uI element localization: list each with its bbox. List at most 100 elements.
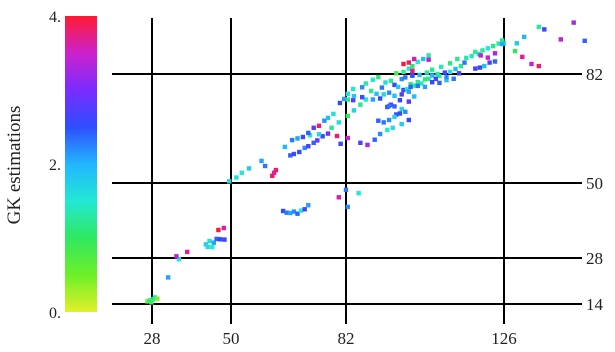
data-point — [386, 90, 392, 95]
data-point — [289, 137, 295, 143]
data-point — [512, 48, 518, 54]
data-point — [345, 204, 350, 210]
data-point — [205, 244, 210, 249]
x-tick-labels: 28 50 82 126 — [144, 329, 517, 348]
data-point — [239, 170, 244, 175]
data-point — [376, 74, 381, 80]
data-point — [412, 83, 417, 88]
data-point — [430, 73, 435, 78]
x-tick-label: 126 — [491, 329, 517, 348]
data-point — [390, 125, 395, 130]
data-point — [408, 84, 413, 90]
data-point — [397, 111, 403, 116]
data-point — [214, 236, 219, 242]
data-point — [421, 56, 426, 62]
data-point — [297, 149, 302, 155]
data-point — [291, 151, 297, 157]
data-point — [430, 67, 435, 72]
data-point — [437, 73, 442, 79]
data-point — [358, 140, 363, 145]
data-point — [372, 137, 377, 142]
data-point — [337, 100, 343, 106]
data-point — [345, 97, 350, 102]
data-point — [392, 82, 397, 88]
data-point — [334, 133, 340, 139]
data-point — [462, 60, 467, 65]
data-point — [404, 87, 410, 92]
data-point — [399, 121, 404, 127]
data-point — [536, 24, 541, 30]
data-point — [345, 135, 350, 141]
data-point — [403, 109, 408, 114]
data-point — [487, 60, 492, 65]
data-point — [222, 237, 227, 242]
data-point — [152, 295, 158, 300]
colorbar-tick-label: 0. — [49, 305, 61, 322]
data-point — [447, 69, 453, 75]
data-point — [453, 66, 458, 72]
data-point — [176, 257, 182, 262]
data-point — [320, 134, 325, 139]
data-point — [316, 132, 322, 137]
data-point — [430, 80, 435, 85]
data-point — [345, 91, 350, 96]
data-point — [500, 41, 505, 47]
x-tick-label: 50 — [223, 329, 240, 348]
data-point — [374, 91, 379, 96]
data-point — [203, 242, 209, 247]
colorbar-label: GK estimations — [4, 106, 25, 225]
data-point — [442, 70, 447, 75]
data-point — [295, 211, 300, 216]
data-point — [342, 96, 347, 102]
data-point — [394, 71, 399, 76]
y-tick-label: 28 — [586, 249, 603, 268]
data-point — [447, 61, 453, 66]
data-point — [358, 102, 363, 107]
data-point — [571, 20, 576, 25]
data-point — [288, 153, 293, 158]
data-point — [295, 136, 300, 141]
data-point — [284, 210, 289, 215]
data-point — [394, 112, 399, 117]
y-tick-label: 14 — [586, 295, 604, 314]
data-point — [351, 93, 357, 99]
data-point — [492, 59, 498, 64]
data-point — [464, 55, 469, 61]
data-point — [363, 81, 368, 86]
data-point — [410, 72, 415, 77]
data-point — [343, 187, 349, 192]
data-point — [485, 55, 490, 60]
data-point — [270, 173, 275, 178]
data-point — [291, 209, 297, 214]
data-point — [385, 127, 390, 133]
data-point — [403, 75, 408, 80]
data-point — [456, 71, 462, 76]
data-point — [480, 48, 485, 53]
data-point — [401, 61, 406, 67]
data-point — [473, 66, 478, 71]
data-point — [316, 123, 322, 128]
data-point — [491, 43, 496, 49]
data-point — [227, 179, 232, 184]
data-point — [311, 125, 316, 130]
data-point — [345, 113, 350, 119]
data-point — [410, 68, 415, 73]
data-point — [329, 125, 334, 130]
data-point — [331, 111, 336, 117]
data-point — [451, 76, 456, 81]
data-point — [401, 87, 406, 93]
data-point — [370, 77, 376, 82]
data-point — [473, 49, 478, 55]
data-point — [325, 115, 331, 121]
data-point — [458, 63, 464, 69]
data-point — [381, 120, 386, 125]
data-point — [401, 69, 406, 75]
data-point — [485, 46, 490, 51]
data-point — [383, 80, 388, 85]
x-tick-label: 28 — [144, 329, 161, 348]
data-point — [426, 76, 431, 81]
data-point — [386, 103, 392, 109]
data-point — [218, 237, 223, 242]
data-point — [370, 97, 376, 102]
data-point — [356, 191, 361, 196]
